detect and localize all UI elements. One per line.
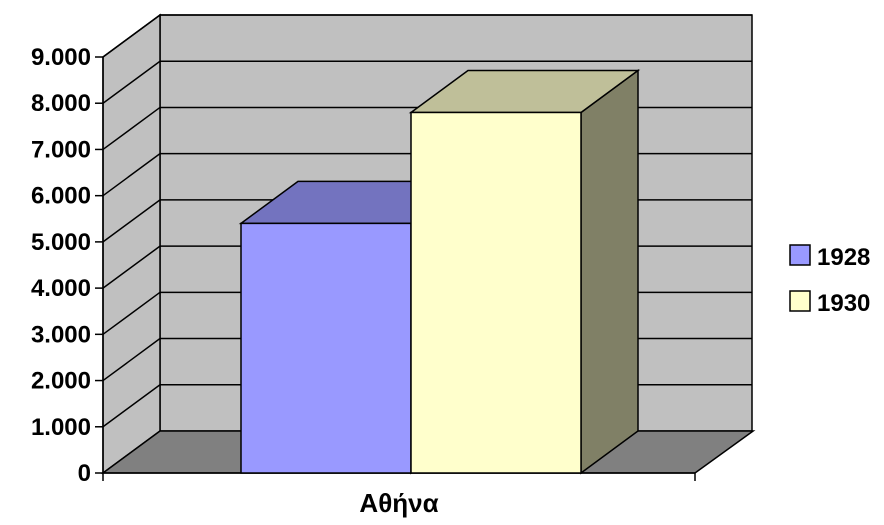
y-tick-label: 5.000 [31,229,91,256]
legend: 1928 1930 [789,244,870,317]
y-tick-label: 3.000 [31,321,91,348]
y-tick-label: 6.000 [31,183,91,210]
category-label: Αθήνα [359,488,438,518]
legend-label: 1930 [817,290,870,317]
y-tick-label: 1.000 [31,414,91,441]
legend-swatch [789,290,811,312]
gridline [102,60,752,104]
side-wall [102,13,161,475]
bar [240,222,412,474]
y-tick-label: 8.000 [31,90,91,117]
bar-side [580,68,639,475]
y-tick-label: 9.000 [31,44,91,71]
y-tick-labels: 0 1.000 2.000 3.000 4.000 5.000 6.000 7.000 8.00… [31,44,91,487]
gridline [102,14,752,58]
legend-swatch [789,244,811,266]
category-labels: Αθήνα [359,488,438,518]
legend-label: 1928 [817,244,870,271]
y-tick-label: 0 [78,460,91,487]
y-tick-label: 4.000 [31,275,91,302]
y-tick-label: 2.000 [31,368,91,395]
y-tick-label: 7.000 [31,136,91,163]
bar [410,111,582,474]
bars [238,68,641,475]
